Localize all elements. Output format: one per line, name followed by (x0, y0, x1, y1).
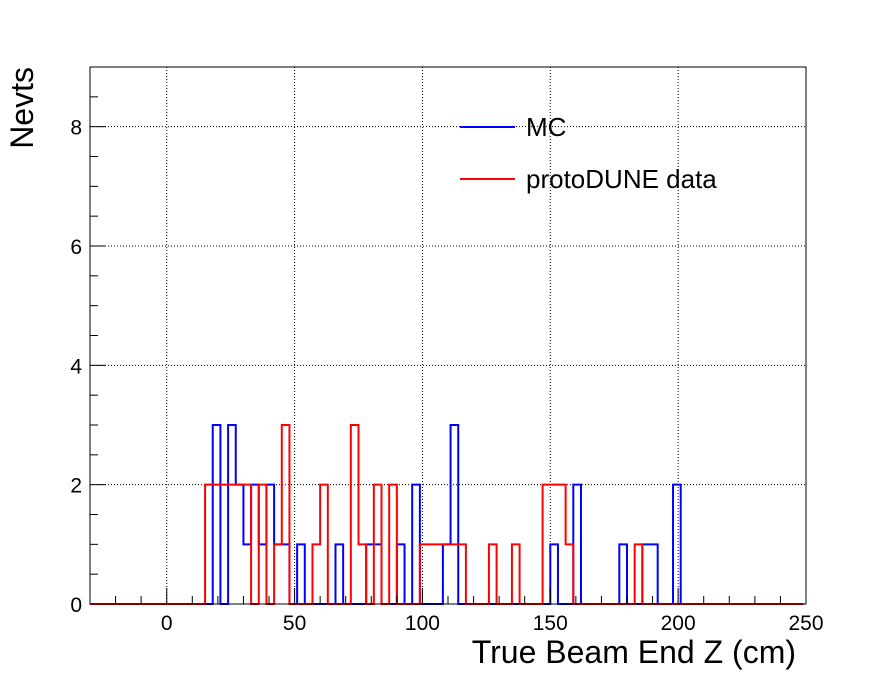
y-tick-label: 0 (70, 594, 82, 617)
y-tick-label: 6 (70, 236, 82, 259)
legend: MC protoDUNE data (460, 112, 717, 194)
axes: 0 50 100 150 200 250 0 2 4 6 8 (70, 66, 824, 635)
x-tick-label: 100 (405, 612, 440, 635)
x-tick-label: 250 (788, 612, 823, 635)
x-axis-label: True Beam End Z (cm) (472, 634, 796, 670)
grid-lines (90, 67, 807, 605)
x-tick-label: 50 (283, 612, 306, 635)
plot-frame (89, 66, 807, 605)
legend-label: protoDUNE data (526, 164, 717, 194)
x-tick-label: 0 (161, 612, 173, 635)
series-line-0 (90, 424, 804, 605)
x-tick-label: 150 (533, 612, 568, 635)
y-axis-label: Nevts (4, 67, 40, 149)
x-tick-label: 200 (661, 612, 696, 635)
series-layer (90, 424, 804, 605)
y-tick-label: 4 (70, 355, 82, 378)
legend-label: MC (526, 112, 566, 142)
y-tick-label: 2 (70, 475, 82, 498)
y-tick-label: 8 (70, 117, 82, 140)
series-line-1 (90, 424, 804, 605)
